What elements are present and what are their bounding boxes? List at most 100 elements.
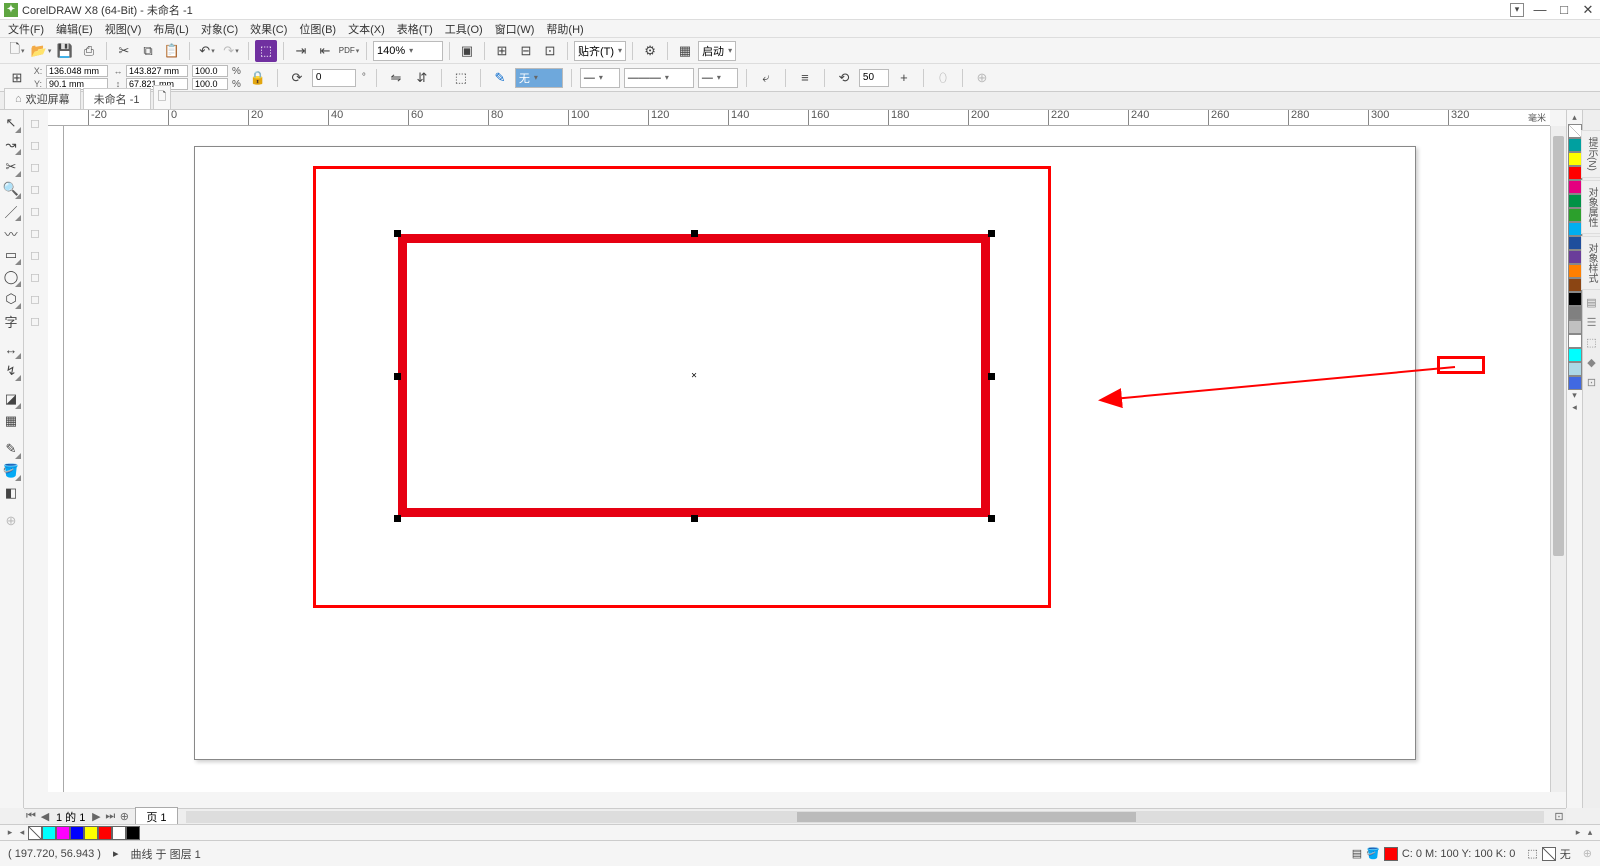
- color-eyedropper-tool[interactable]: ✎: [0, 438, 22, 460]
- selection-handle[interactable]: [988, 230, 995, 237]
- color-swatch[interactable]: [1568, 306, 1582, 320]
- cut-button[interactable]: ✂: [113, 40, 135, 62]
- color-swatch[interactable]: [1568, 138, 1582, 152]
- mirror-h-button[interactable]: ⇋: [385, 67, 407, 89]
- menu-help[interactable]: 帮助(H): [540, 19, 589, 39]
- menu-object[interactable]: 对象(C): [195, 19, 244, 39]
- palette-expand[interactable]: ◂: [1572, 402, 1577, 414]
- app-launcher-icon[interactable]: ▦: [674, 40, 696, 62]
- outline-pen-icon[interactable]: ✎: [489, 67, 511, 89]
- selection-handle[interactable]: [988, 515, 995, 522]
- interactive-fill-tool[interactable]: 🪣: [0, 460, 22, 482]
- crop-tool[interactable]: ✂: [0, 156, 22, 178]
- outline-width-select[interactable]: 无: [515, 68, 563, 88]
- document-tab[interactable]: 未命名 -1: [83, 88, 151, 109]
- docker-icon[interactable]: ☰: [1585, 316, 1599, 330]
- selection-handle[interactable]: [394, 515, 401, 522]
- vertical-ruler[interactable]: [48, 126, 64, 792]
- quick-customize-toolbox[interactable]: ⊕: [0, 510, 22, 532]
- color-swatch[interactable]: [1568, 194, 1582, 208]
- color-swatch[interactable]: [1568, 362, 1582, 376]
- menu-file[interactable]: 文件(F): [2, 19, 50, 39]
- hscroll-thumb[interactable]: [797, 812, 1137, 822]
- copy-button[interactable]: ⧉: [137, 40, 159, 62]
- scale-x-input[interactable]: [192, 65, 228, 77]
- quick-customize-icon[interactable]: ▾: [1510, 3, 1524, 17]
- vertical-scrollbar[interactable]: [1550, 126, 1566, 792]
- order-button[interactable]: ⬚: [450, 67, 472, 89]
- menu-window[interactable]: 窗口(W): [489, 19, 541, 39]
- menu-effects[interactable]: 效果(C): [244, 19, 293, 39]
- new-tab-button[interactable]: 🗋: [153, 85, 172, 109]
- fill-indicator[interactable]: ▤ 🪣 C: 0 M: 100 Y: 100 K: 0: [1352, 847, 1516, 861]
- paste-button[interactable]: 📋: [161, 40, 183, 62]
- docker-icon[interactable]: ⊡: [1585, 376, 1599, 390]
- import-button[interactable]: ⇥: [290, 40, 312, 62]
- docker-icon[interactable]: ◆: [1585, 356, 1599, 370]
- redo-button[interactable]: ↷: [220, 40, 242, 62]
- menu-bitmaps[interactable]: 位图(B): [293, 19, 342, 39]
- line-style-select[interactable]: ———: [624, 68, 694, 88]
- snap-select[interactable]: 贴齐(T): [574, 41, 626, 61]
- menu-view[interactable]: 视图(V): [99, 19, 148, 39]
- doc-color-swatch[interactable]: [84, 826, 98, 840]
- fullscreen-button[interactable]: ▣: [456, 40, 478, 62]
- color-swatch[interactable]: [1568, 278, 1582, 292]
- new-button[interactable]: 🗋: [6, 40, 28, 62]
- maximize-button[interactable]: □: [1556, 2, 1572, 18]
- save-button[interactable]: 💾: [54, 40, 76, 62]
- pick-tool[interactable]: ↖: [0, 112, 22, 134]
- selection-handle[interactable]: [691, 230, 698, 237]
- publish-pdf-button[interactable]: PDF: [338, 40, 360, 62]
- no-color-swatch[interactable]: [1568, 124, 1582, 138]
- welcome-tab[interactable]: ⌂欢迎屏幕: [4, 88, 81, 109]
- ellipse-tool[interactable]: ◯: [0, 266, 22, 288]
- zoom-select[interactable]: 140%: [373, 41, 443, 61]
- docker-object-properties[interactable]: 对象属性: [1581, 180, 1600, 234]
- navigator-button[interactable]: ⊡: [1552, 810, 1566, 823]
- menu-tools[interactable]: 工具(O): [439, 19, 489, 39]
- palette-down[interactable]: ▾: [1572, 390, 1577, 402]
- doc-color-swatch[interactable]: [42, 826, 56, 840]
- color-swatch[interactable]: [1568, 320, 1582, 334]
- docker-hints[interactable]: 提示(N): [1581, 130, 1600, 178]
- step-input[interactable]: [859, 69, 889, 87]
- status-customizer[interactable]: ⊕: [1583, 847, 1592, 860]
- horizontal-scrollbar[interactable]: [186, 811, 1544, 823]
- selection-handle[interactable]: [691, 515, 698, 522]
- prev-page-button[interactable]: ◀: [38, 810, 52, 823]
- x-input[interactable]: [46, 65, 108, 77]
- vscroll-thumb[interactable]: [1553, 136, 1564, 556]
- freehand-tool[interactable]: ／: [0, 200, 22, 222]
- launch-select[interactable]: 启动: [698, 41, 736, 61]
- menu-edit[interactable]: 编辑(E): [50, 19, 99, 39]
- transparency-tool[interactable]: ▦: [0, 410, 22, 432]
- doc-color-swatch[interactable]: [126, 826, 140, 840]
- show-rulers-button[interactable]: ⊞: [491, 40, 513, 62]
- options-button[interactable]: ⚙: [639, 40, 661, 62]
- doc-palette-expand[interactable]: ▴: [1584, 827, 1596, 838]
- selection-handle[interactable]: [394, 373, 401, 380]
- smart-fill-tool[interactable]: ◧: [0, 482, 22, 504]
- color-swatch[interactable]: [1568, 264, 1582, 278]
- wrap-text-button[interactable]: ⤶: [755, 67, 777, 89]
- menu-layout[interactable]: 布局(L): [147, 19, 194, 39]
- doc-palette-left[interactable]: ◂: [16, 827, 28, 838]
- color-swatch[interactable]: [1568, 334, 1582, 348]
- color-swatch[interactable]: [1568, 208, 1582, 222]
- selection-handle[interactable]: [394, 230, 401, 237]
- color-swatch[interactable]: [1568, 292, 1582, 306]
- search-content-button[interactable]: ⬚: [255, 40, 277, 62]
- lock-ratio-button[interactable]: 🔒: [247, 67, 269, 89]
- polygon-tool[interactable]: ⬡: [0, 288, 22, 310]
- docker-icon[interactable]: ⬚: [1585, 336, 1599, 350]
- color-swatch[interactable]: [1568, 166, 1582, 180]
- convert-curves-button[interactable]: ⬯: [932, 67, 954, 89]
- color-swatch[interactable]: [1568, 222, 1582, 236]
- color-swatch[interactable]: [1568, 348, 1582, 362]
- docker-object-styles[interactable]: 对象样式: [1581, 236, 1600, 290]
- end-arrow-select[interactable]: —: [698, 68, 738, 88]
- horizontal-ruler[interactable]: -200204060801001201401601802002202402602…: [48, 110, 1550, 126]
- start-arrow-select[interactable]: —: [580, 68, 620, 88]
- doc-color-swatch[interactable]: [56, 826, 70, 840]
